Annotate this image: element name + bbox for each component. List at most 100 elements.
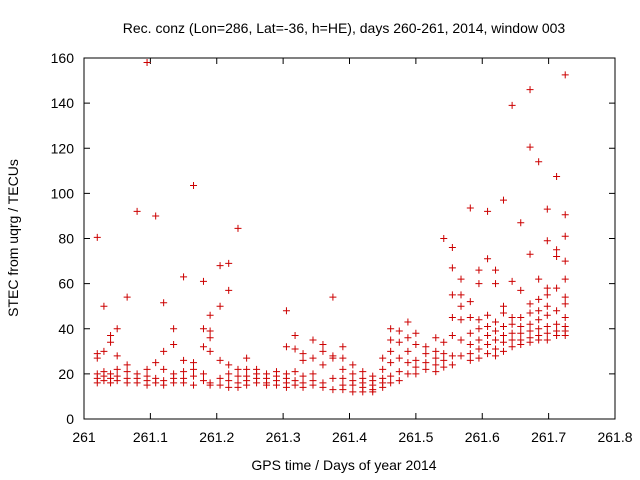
data-point-marker (526, 86, 534, 94)
data-point-marker (225, 370, 233, 378)
data-point-marker (412, 356, 420, 364)
data-point-marker (282, 343, 290, 351)
data-point-marker (448, 244, 456, 252)
data-point-marker (387, 379, 395, 387)
data-point-marker (339, 354, 347, 362)
data-point-marker (143, 365, 151, 373)
data-point-marker (225, 383, 233, 391)
data-point-marker (448, 264, 456, 272)
data-point-marker (561, 211, 569, 219)
data-point-marker (475, 325, 483, 333)
data-point-marker (508, 336, 516, 344)
data-point-marker (190, 181, 198, 189)
data-point-marker (543, 329, 551, 337)
data-point-marker (475, 266, 483, 274)
data-point-marker (412, 341, 420, 349)
data-point-marker (190, 381, 198, 389)
data-point-marker (508, 320, 516, 328)
data-point-marker (553, 320, 561, 328)
data-point-marker (457, 275, 465, 283)
data-point-marker (133, 379, 141, 387)
data-point-marker (553, 332, 561, 340)
data-point-marker (404, 334, 412, 342)
data-point-marker (543, 237, 551, 245)
data-point-marker (526, 327, 534, 335)
data-point-marker (113, 352, 121, 360)
data-point-marker (499, 196, 507, 204)
y-tick-label: 20 (58, 366, 74, 382)
data-point-marker (466, 298, 474, 306)
data-point-marker (319, 341, 327, 349)
data-point-marker (553, 253, 561, 261)
data-point-marker (206, 334, 214, 342)
y-tick-label: 80 (58, 231, 74, 247)
data-point-marker (475, 316, 483, 324)
data-point-marker (291, 345, 299, 353)
data-point-marker (216, 381, 224, 389)
data-point-marker (160, 381, 168, 389)
x-tick-label: 261.1 (133, 429, 168, 445)
data-point-marker (553, 172, 561, 180)
data-point-marker (180, 379, 188, 387)
data-point-marker (561, 332, 569, 340)
data-point-marker (440, 350, 448, 358)
data-point-marker (152, 212, 160, 220)
data-point-marker (535, 275, 543, 283)
data-point-marker (492, 352, 500, 360)
data-point-marker (440, 235, 448, 242)
data-point-marker (395, 354, 403, 362)
data-point-marker (133, 207, 141, 215)
data-point-marker (484, 332, 492, 340)
y-tick-label: 100 (51, 185, 75, 201)
data-point-marker (535, 307, 543, 315)
data-point-marker (543, 302, 551, 310)
data-point-marker (359, 368, 367, 376)
data-point-marker (553, 307, 561, 315)
data-point-marker (113, 325, 121, 333)
data-point-marker (309, 336, 317, 344)
data-point-marker (422, 365, 430, 373)
data-point-marker (475, 345, 483, 353)
data-point-marker (561, 313, 569, 321)
data-point-marker (543, 322, 551, 330)
data-point-marker (404, 318, 412, 326)
data-point-marker (387, 347, 395, 355)
data-point-marker (440, 356, 448, 364)
x-tick-label: 261.4 (332, 429, 367, 445)
data-point-marker (526, 300, 534, 308)
data-point-marker (329, 374, 337, 382)
data-point-marker (329, 386, 337, 394)
data-point-marker (199, 325, 207, 333)
data-point-marker (422, 343, 430, 351)
data-point-marker (160, 347, 168, 355)
data-point-marker (517, 341, 525, 349)
y-tick-label: 0 (66, 411, 74, 427)
data-point-marker (543, 291, 551, 299)
data-point-marker (180, 273, 188, 281)
data-point-marker (457, 302, 465, 310)
data-point-marker (561, 232, 569, 240)
data-point-marker (492, 318, 500, 326)
data-point-marker (499, 322, 507, 330)
data-point-marker (123, 368, 131, 376)
data-point-marker (199, 377, 207, 385)
chart-title: Rec. conz (Lon=286, Lat=-36, h=HE), days… (123, 20, 566, 36)
y-tick-label: 40 (58, 321, 74, 337)
data-point-marker (349, 361, 357, 369)
data-point-marker (93, 233, 101, 241)
y-tick-label: 140 (51, 95, 75, 111)
data-point-marker (387, 372, 395, 380)
data-point-marker (561, 300, 569, 308)
data-point-marker (432, 347, 440, 355)
data-point-marker (216, 302, 224, 310)
data-point-marker (170, 379, 178, 387)
data-point-marker (299, 350, 307, 358)
data-point-marker (225, 259, 233, 267)
data-point-marker (329, 293, 337, 301)
data-point-marker (291, 381, 299, 389)
data-point-marker (123, 361, 131, 369)
data-point-marker (553, 246, 561, 254)
data-point-marker (282, 307, 290, 315)
data-point-marker (329, 354, 337, 362)
data-point-marker (448, 332, 456, 340)
